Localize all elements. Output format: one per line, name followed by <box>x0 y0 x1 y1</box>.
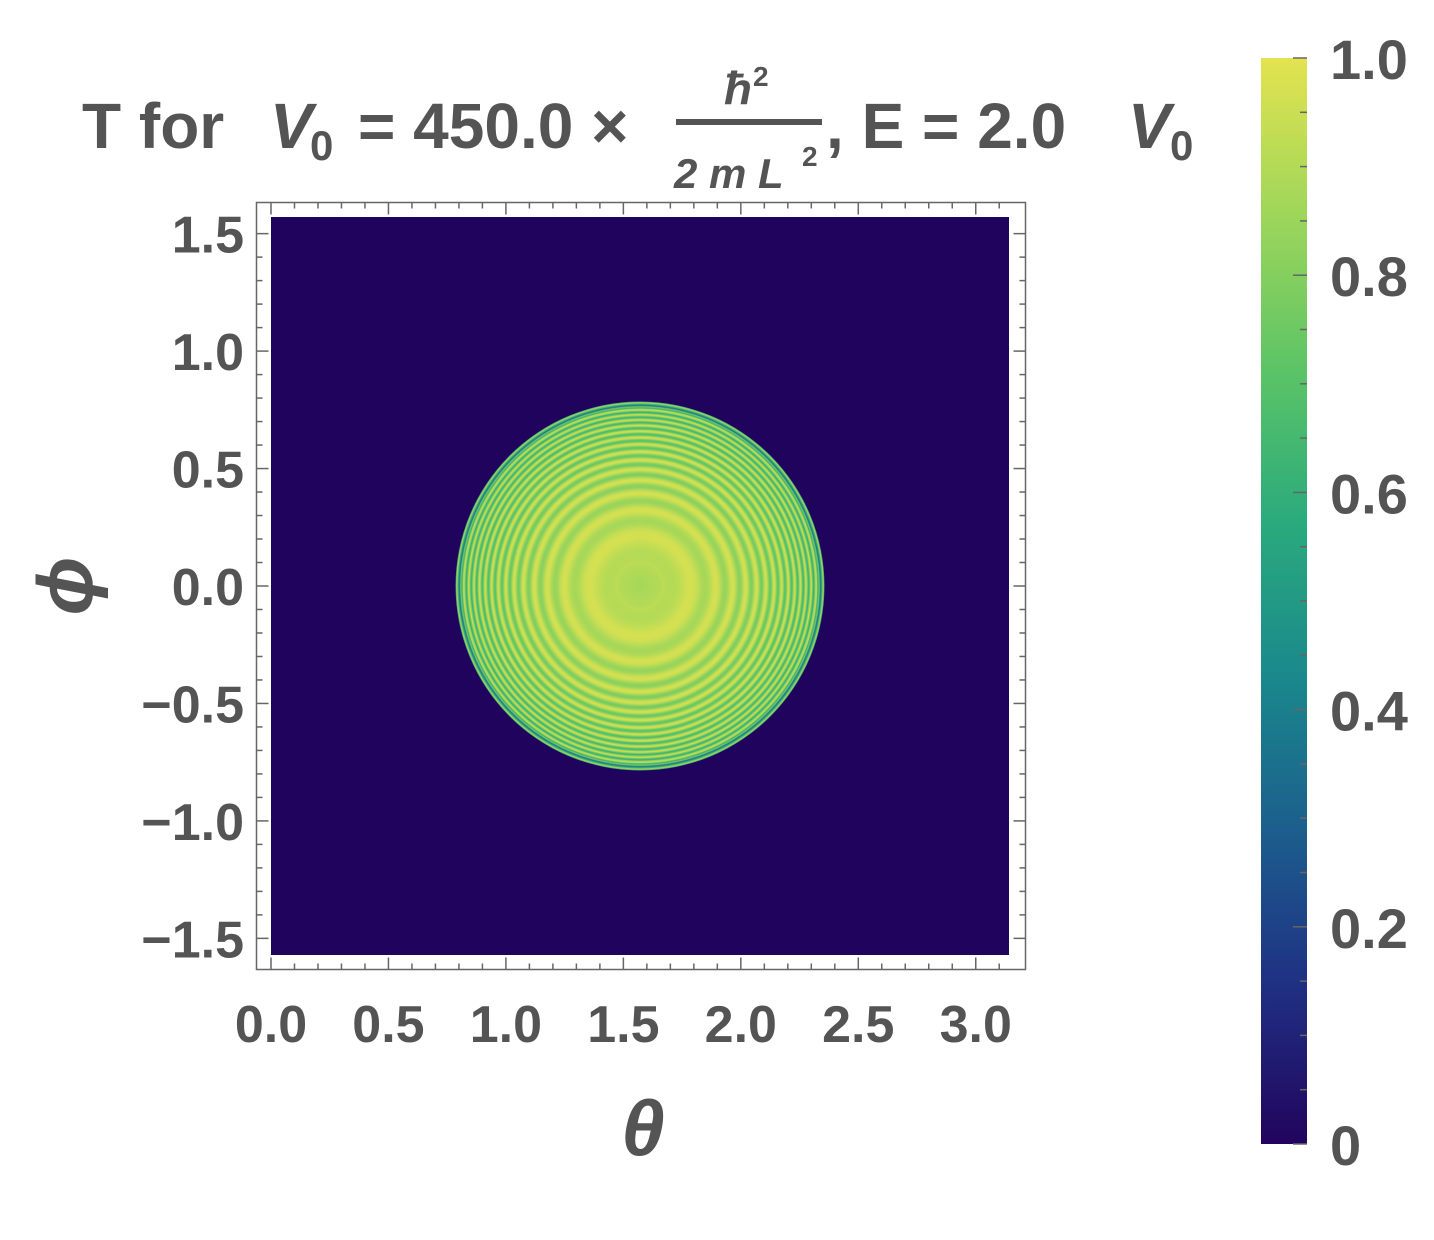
y-tick-label: 1.0 <box>172 324 244 382</box>
x-tick-label: 1.0 <box>470 996 542 1054</box>
colorbar-tick-label: 1.0 <box>1330 28 1408 91</box>
colorbar-tick-label: 0 <box>1330 1114 1361 1177</box>
x-tick-label: 2.5 <box>822 996 894 1054</box>
colorbar-tick-label: 0.2 <box>1330 897 1408 960</box>
x-axis-label: θ <box>621 1084 665 1172</box>
title-v-sub: 0 <box>310 122 333 169</box>
y-tick-label: −0.5 <box>141 676 244 734</box>
title-frac-num-sup: 2 <box>753 61 769 92</box>
colorbar-tick-label: 0.4 <box>1330 680 1408 743</box>
title-fraction-bar <box>676 119 822 125</box>
title-frac-den: 2 m L <box>673 150 784 197</box>
y-tick-label: 0.5 <box>172 442 244 500</box>
title-frac-num: ħ <box>724 62 752 114</box>
title-frac-den-sup: 2 <box>802 141 818 172</box>
x-tick-labels: 0.0 0.5 1.0 1.5 2.0 2.5 3.0 <box>235 996 1012 1054</box>
y-tick-labels: 1.5 1.0 0.5 0.0 −0.5 −1.0 −1.5 <box>141 207 244 970</box>
transmission-disk <box>455 401 825 771</box>
title-suffix: , E = 2.0 <box>826 90 1066 162</box>
y-tick-label: 1.5 <box>172 207 244 265</box>
title-v-symbol: V <box>270 90 318 162</box>
x-tick-label: 3.0 <box>940 996 1012 1054</box>
x-tick-label: 2.0 <box>705 996 777 1054</box>
colorbar-tick-labels: 1.0 0.8 0.6 0.4 0.2 0 <box>1330 28 1408 1177</box>
colorbar-tick-label: 0.8 <box>1330 245 1408 308</box>
colorbar-ticks <box>1293 57 1307 1145</box>
transmission-region <box>455 401 825 771</box>
axis-ticks <box>256 202 1026 970</box>
y-tick-label: −1.0 <box>141 794 244 852</box>
title-v2-sub: 0 <box>1170 122 1193 169</box>
colorbar-tick-label: 0.6 <box>1330 462 1408 525</box>
x-tick-label: 0.5 <box>352 996 424 1054</box>
colorbar <box>1261 58 1307 1144</box>
x-tick-label: 0.0 <box>235 996 307 1054</box>
y-axis-label: ϕ <box>21 556 109 615</box>
y-tick-label: −1.5 <box>141 911 244 969</box>
y-tick-label: 0.0 <box>172 559 244 617</box>
title-prefix: T for <box>82 90 224 162</box>
chart-title: T for V 0 = 450.0 × ħ 2 2 m L 2 , E = 2.… <box>82 61 1193 197</box>
title-eq-part: = 450.0 × <box>358 90 628 162</box>
title-v2-symbol: V <box>1128 90 1176 162</box>
x-tick-label: 1.5 <box>587 996 659 1054</box>
